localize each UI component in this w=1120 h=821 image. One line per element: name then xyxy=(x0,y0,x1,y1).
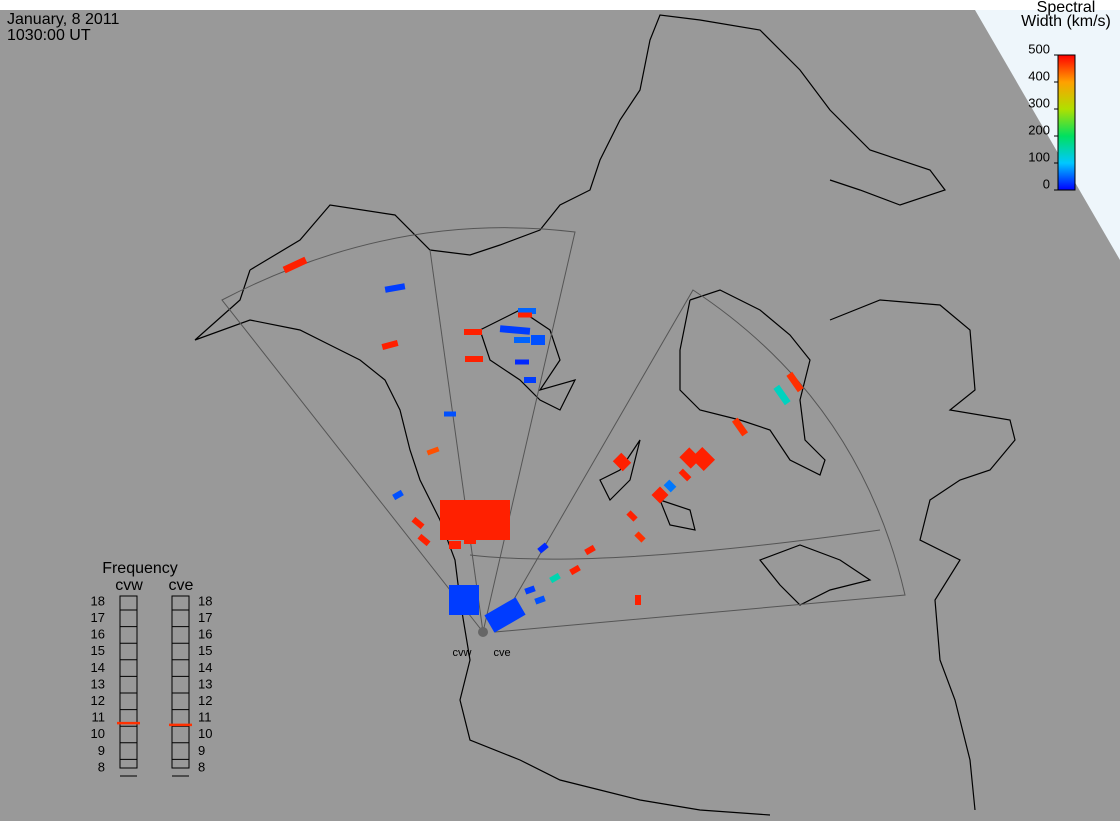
echo-cell xyxy=(773,384,791,406)
colorbar-tick-label: 100 xyxy=(1028,149,1050,164)
echo-cell xyxy=(514,337,530,343)
colorbar-title: Width (km/s) xyxy=(1021,13,1111,30)
echo-cell xyxy=(626,510,638,522)
frequency-tick-label: 17 xyxy=(198,610,212,625)
frequency-tick-label: 9 xyxy=(198,743,205,758)
radar-column-label: cve xyxy=(169,577,194,594)
colorbar-tick-label: 200 xyxy=(1028,122,1050,137)
lakes xyxy=(599,439,696,531)
frequency-tick-label: 11 xyxy=(92,710,106,725)
radar-site xyxy=(478,627,488,637)
colorbar-ticks: 0 100 200 300 400 500 xyxy=(1028,41,1058,191)
radar-site-label: cvw xyxy=(453,647,472,659)
frequency-tick-label: 16 xyxy=(198,627,212,642)
echo-cell xyxy=(499,325,531,335)
frequency-tick-label: 15 xyxy=(198,643,212,658)
echo-cell xyxy=(282,256,308,274)
echo-cell xyxy=(440,500,510,540)
echo-cell xyxy=(584,544,596,556)
off-map-area xyxy=(975,10,1120,260)
echo-cell xyxy=(524,585,536,595)
frequency-tick-label: 15 xyxy=(91,643,105,658)
top-margin xyxy=(0,0,1120,10)
frequency-tick-label: 12 xyxy=(91,693,105,708)
colorbar-tick-label: 400 xyxy=(1028,68,1050,83)
echo-cell xyxy=(731,417,749,437)
island-group xyxy=(479,309,577,411)
echo-cell xyxy=(449,585,479,615)
echo-cell xyxy=(464,329,482,335)
echo-cell xyxy=(417,533,431,547)
echo-cell xyxy=(663,479,677,493)
echo-cell xyxy=(524,377,536,383)
frequency-tick-label: 8 xyxy=(98,759,105,774)
coast-hudson xyxy=(679,289,826,476)
echo-cell xyxy=(569,564,581,576)
echo-cell xyxy=(786,371,804,393)
frequency-tick-label: 18 xyxy=(198,593,212,608)
frequency-tick-label: 11 xyxy=(198,710,212,725)
radar-site-label: cve xyxy=(493,647,510,659)
echo-cell xyxy=(411,516,425,530)
echo-cell xyxy=(518,312,532,318)
frequency-panel: cvw89101112131415161718cve89101112131415… xyxy=(91,577,212,777)
coast-atlantic xyxy=(829,299,1016,811)
echo-cell xyxy=(679,447,701,469)
echo-cell xyxy=(651,486,669,504)
fan-beam-cvw xyxy=(429,249,484,633)
frequency-tick-label: 13 xyxy=(91,676,105,691)
echoes xyxy=(282,256,804,633)
fan-cve xyxy=(494,289,906,633)
echo-cell xyxy=(635,595,641,605)
echo-cell xyxy=(384,283,406,293)
echo-cell xyxy=(484,597,526,633)
echo-cell xyxy=(515,359,529,365)
echo-cell xyxy=(392,489,404,501)
echo-cell xyxy=(534,595,546,605)
colorbar-title: Spectral xyxy=(1037,0,1096,16)
echo-cell xyxy=(531,335,545,345)
frequency-tick-label: 12 xyxy=(198,693,212,708)
date-label: January, 8 2011 xyxy=(7,11,119,28)
frequency-title: Frequency xyxy=(102,560,178,577)
echo-cell xyxy=(634,531,646,543)
frequency-tick-label: 14 xyxy=(91,660,105,675)
colorbar-tick-label: 500 xyxy=(1028,41,1050,56)
frequency-tick-label: 18 xyxy=(91,593,105,608)
echo-cell xyxy=(612,452,632,472)
frequency-tick-label: 8 xyxy=(198,759,205,774)
echo-cell xyxy=(537,542,549,554)
frequency-tick-label: 9 xyxy=(98,743,105,758)
range-arc xyxy=(469,529,881,560)
echo-cell xyxy=(518,308,536,314)
frequency-tick-label: 14 xyxy=(198,660,212,675)
colorbar-tick-label: 300 xyxy=(1028,95,1050,110)
frequency-tick-label: 10 xyxy=(198,726,212,741)
echo-cell xyxy=(690,446,716,472)
frequency-box xyxy=(171,595,190,769)
colorbar xyxy=(1057,54,1076,191)
radar-column-label: cvw xyxy=(115,577,143,594)
fan-cvw xyxy=(221,227,576,633)
echo-cell xyxy=(426,446,440,456)
echo-cell xyxy=(549,572,561,584)
echo-cell xyxy=(678,468,692,482)
radar-fans xyxy=(221,227,906,633)
great-lakes xyxy=(759,544,872,606)
echo-cell xyxy=(464,536,476,544)
frequency-tick-label: 13 xyxy=(198,676,212,691)
time-label: 1030:00 UT xyxy=(7,27,91,44)
echo-cell xyxy=(465,356,483,362)
frequency-tick-label: 17 xyxy=(91,610,105,625)
echo-cell xyxy=(381,340,399,350)
frequency-tick-label: 10 xyxy=(91,726,105,741)
frequency-box xyxy=(119,595,138,769)
frequency-tick-label: 16 xyxy=(91,627,105,642)
echo-cell xyxy=(449,541,461,549)
colorbar-tick-label: 0 xyxy=(1043,176,1050,191)
echo-cell xyxy=(444,411,456,417)
